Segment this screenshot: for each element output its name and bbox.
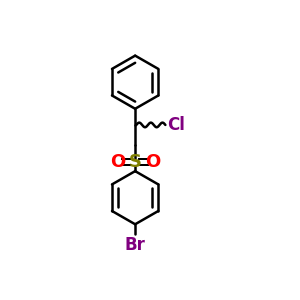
Text: Cl: Cl	[167, 116, 185, 134]
Text: O: O	[110, 153, 125, 171]
Text: O: O	[145, 153, 160, 171]
Text: Br: Br	[125, 236, 146, 254]
Text: S: S	[129, 153, 142, 171]
